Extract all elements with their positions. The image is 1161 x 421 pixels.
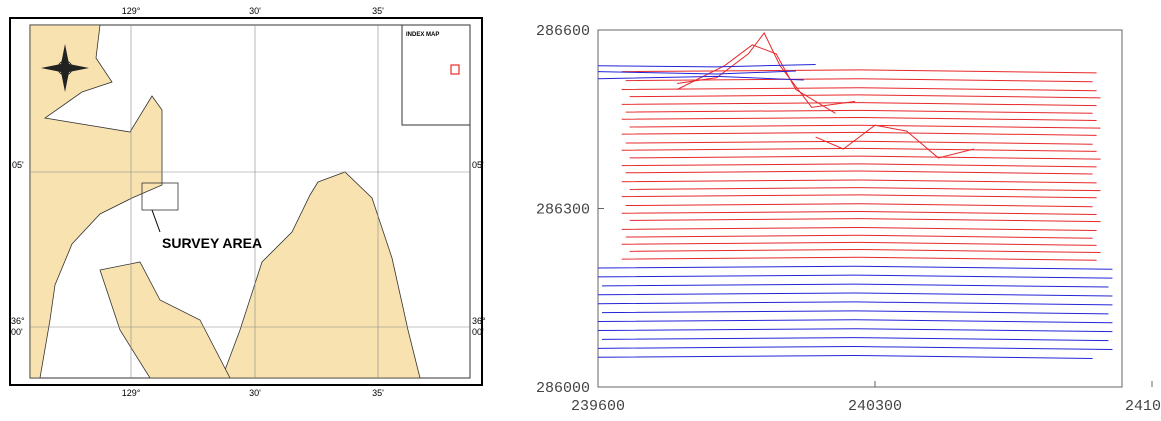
lon-label: 129° <box>122 388 141 398</box>
track-line <box>629 94 1101 99</box>
lon-label: 35' <box>372 388 384 398</box>
track-line <box>621 210 1097 215</box>
x-tick-label: 240300 <box>848 398 902 415</box>
track-line <box>597 274 1113 279</box>
map: INDEX MAP SURVEY AREA 129° 30' 35' 129° … <box>9 6 486 398</box>
track-line <box>621 116 1097 121</box>
survey-box <box>141 182 179 211</box>
track-line <box>601 310 1109 315</box>
track-line <box>629 249 1101 254</box>
track-line <box>621 227 1097 232</box>
track-line <box>625 203 1093 208</box>
y-tick-label: 286600 <box>536 23 590 40</box>
track-line <box>621 256 1097 261</box>
track-line <box>625 140 1093 145</box>
track-line <box>621 102 1097 107</box>
track-line <box>597 328 1113 333</box>
track-line <box>597 70 796 75</box>
track-line <box>625 170 1093 175</box>
track-line <box>597 64 816 68</box>
track-line <box>676 44 836 114</box>
index-map-box <box>401 24 471 126</box>
track-line <box>625 234 1093 239</box>
track-line <box>621 131 1097 136</box>
track-line <box>629 218 1101 223</box>
land-east <box>221 171 421 379</box>
track-line <box>597 354 1093 359</box>
track-line <box>629 155 1101 160</box>
index-label: INDEX MAP <box>406 32 439 38</box>
track-line <box>621 179 1097 184</box>
track-line <box>677 32 856 108</box>
lat-label: 00' <box>472 327 484 337</box>
track-line <box>621 163 1097 168</box>
index-marker <box>450 64 460 75</box>
y-tick-label: 286000 <box>536 380 590 397</box>
track-line <box>815 124 975 159</box>
track-line <box>597 75 804 81</box>
lat-label: 00' <box>11 327 23 337</box>
survey-label: SURVEY AREA <box>162 235 262 251</box>
track-line <box>597 319 1113 324</box>
track-line <box>597 265 1113 270</box>
lat-label: 05' <box>472 160 484 170</box>
lat-label: 36° <box>472 316 486 326</box>
track-line <box>629 124 1101 129</box>
track-line <box>621 69 1097 74</box>
lon-label: 30' <box>249 6 261 16</box>
land-west <box>29 24 163 379</box>
lon-label: 129° <box>122 6 141 16</box>
lat-label: 36° <box>11 316 25 326</box>
lon-label: 30' <box>249 388 261 398</box>
lon-label: 35' <box>372 6 384 16</box>
plot-frame <box>597 29 1123 388</box>
x-tick-label: 239600 <box>571 398 625 415</box>
track-line <box>601 283 1109 288</box>
track-line <box>621 87 1097 92</box>
harbor <box>99 261 231 379</box>
x-tick-label: 241000 <box>1125 398 1161 415</box>
track-line <box>625 109 1093 114</box>
compass <box>41 44 89 92</box>
track-line <box>597 346 1113 351</box>
track-line <box>597 292 1113 297</box>
track-line <box>597 301 1113 306</box>
track-line <box>621 147 1097 152</box>
track-plot: 286000 286300 286600 239600 240300 241000 <box>536 23 1161 415</box>
track-line <box>621 241 1097 246</box>
lat-label: 05' <box>12 160 24 170</box>
track-line <box>621 194 1097 199</box>
track-line <box>629 187 1101 192</box>
survey-arrow <box>151 209 161 233</box>
track-line <box>601 337 1109 342</box>
y-tick-label: 286300 <box>536 202 590 219</box>
